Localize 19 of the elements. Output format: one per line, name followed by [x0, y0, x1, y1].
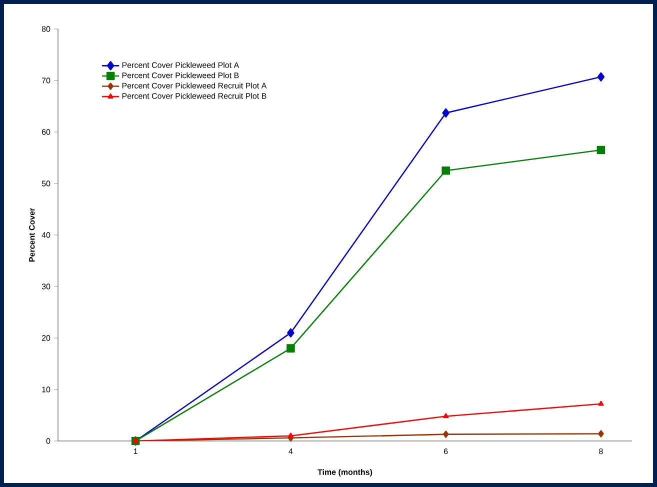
legend-label: Percent Cover Pickleweed Plot A [122, 62, 240, 68]
x-tick-label: 1 [134, 448, 138, 454]
y-tick-label: 60 [42, 129, 50, 135]
x-tick-label: 4 [288, 448, 293, 454]
y-tick-label: 80 [42, 26, 50, 32]
legend-label: Percent Cover Pickleweed Plot B [122, 72, 239, 78]
y-tick-label: 40 [42, 232, 50, 238]
y-tick-label: 50 [42, 180, 50, 186]
x-axis-title: Time (months) [318, 469, 372, 477]
y-tick-label: 70 [42, 78, 50, 84]
x-tick-label: 6 [444, 448, 448, 454]
y-tick-label: 10 [42, 386, 50, 392]
x-tick-label: 8 [599, 448, 603, 454]
y-tick-label: 30 [42, 284, 50, 290]
y-axis-title: Percent Cover [29, 208, 35, 262]
legend-label: Percent Cover Pickleweed Recruit Plot A [122, 82, 267, 89]
y-tick-label: 0 [46, 438, 50, 444]
legend-label: Percent Cover Pickleweed Recruit Plot B [122, 92, 266, 99]
y-tick-label: 20 [42, 335, 50, 341]
